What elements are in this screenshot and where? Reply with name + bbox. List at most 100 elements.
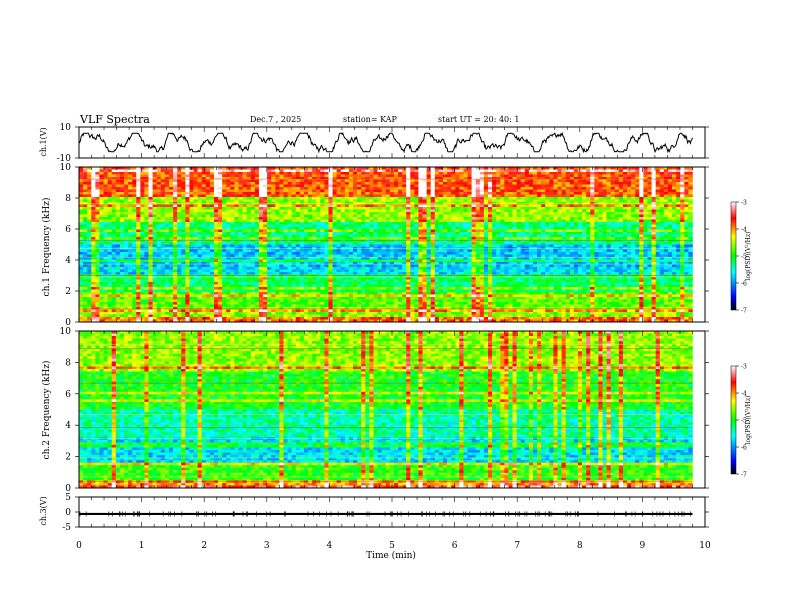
spec-cell [573,182,579,185]
spec-cell [651,199,656,203]
spec-cell [234,177,239,180]
spec-cell [434,199,440,203]
spec-cell [463,209,468,213]
spec-cell [303,177,309,180]
spec-cell [287,182,292,185]
spec-cell [357,224,362,228]
spec-cell [672,207,677,210]
spec-cell [173,242,178,245]
spec-cell [614,199,620,203]
spec-cell [312,187,317,190]
spec-cell [565,167,571,170]
spec-cell [680,167,685,170]
spec-cell [344,177,350,180]
spec-cell [680,227,685,230]
spec-cell [87,207,92,210]
spec-cell [647,224,652,228]
spec-cell [643,182,648,185]
spec-cell [438,219,444,223]
spec-cell [132,237,137,240]
spec-cell [79,217,84,220]
spec-cell [226,244,231,248]
spec-cell [144,172,149,175]
spec-cell [520,194,526,198]
spec-cell [577,172,583,175]
spec-cell [218,232,223,235]
spec-cell [434,209,440,213]
spec-cell [438,212,444,215]
spec-cell [320,204,325,208]
spec-cell [381,212,387,215]
spec-cell [455,237,460,240]
spec-cell [201,177,207,180]
spec-cell [140,227,145,230]
spec-cell [230,212,235,215]
spec-cell [324,232,329,235]
spec-cell [541,237,546,240]
spec-cell [393,217,399,220]
spec-cell [655,237,661,240]
spec-cell [537,214,542,218]
spec-cell [618,214,624,218]
spec-cell [340,174,346,178]
spec-cell [422,212,427,215]
spec-cell [487,172,493,175]
spec-cell [312,174,317,178]
spec-cell [353,204,358,208]
spec-cell [316,194,321,198]
spec-cell [500,174,505,178]
spec-cell [541,167,546,170]
spec-cell [602,242,607,245]
spec-cell [299,169,305,173]
spec-cell [594,229,599,233]
spec-cell [140,179,145,183]
spec-cell [389,244,395,248]
spec-cell [659,237,665,240]
spec-cell [402,179,407,183]
spec-cell [152,224,158,228]
spec-cell [643,219,648,223]
spec-cell [573,194,579,198]
spec-cell [610,174,616,178]
spec-cell [680,219,685,223]
spec-cell [569,244,575,248]
spec-cell [79,212,84,215]
spec-cell [422,197,427,200]
spec-cell [173,214,178,218]
spec-cell [557,217,562,220]
spec-cell [177,214,182,218]
spec-cell [115,232,121,235]
spec-cell [377,247,382,250]
spec-cell [524,177,530,180]
spec-cell [389,197,395,200]
spec-cell [582,209,587,213]
spec-cell [246,167,252,170]
spec-cell [238,224,243,228]
spec-cell [267,192,272,195]
spec-cell [324,197,329,200]
spec-cell [557,214,562,218]
spec-cell [508,224,513,228]
spec-cell [258,234,264,238]
spec-cell [385,167,391,170]
spec-cell [205,229,211,233]
spec-cell [164,169,170,173]
spec-cell [230,217,235,220]
spec-cell [107,189,113,193]
spec-cell [132,209,137,213]
spec-cell [148,232,153,235]
spec-cell [201,182,207,185]
spec-cell [295,217,301,220]
spec-cell [201,187,207,190]
spec-cell [328,219,333,223]
spec-cell [475,244,481,248]
spec-cell [205,169,211,173]
spec-cell [295,247,301,250]
spec-cell [357,182,362,185]
spec-cell [487,177,493,180]
spec-cell [340,204,346,208]
spec-cell [651,197,656,200]
spec-cell [385,219,391,223]
spec-cell [361,179,366,183]
spec-cell [275,204,280,208]
